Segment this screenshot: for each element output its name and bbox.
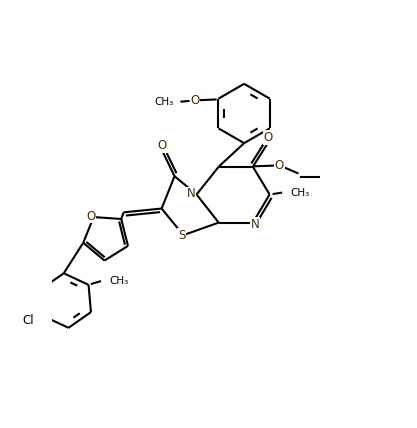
Text: S: S	[178, 229, 186, 242]
Text: O: O	[190, 94, 199, 107]
Text: CH₃: CH₃	[155, 97, 174, 107]
Text: N: N	[187, 187, 196, 200]
Text: O: O	[158, 139, 167, 152]
Text: CH₃: CH₃	[110, 276, 129, 286]
Text: O: O	[275, 160, 284, 172]
Text: CH₃: CH₃	[291, 187, 310, 198]
Text: O: O	[86, 210, 95, 223]
Text: N: N	[250, 218, 259, 231]
Text: O: O	[264, 131, 273, 144]
Text: Cl: Cl	[23, 314, 34, 327]
